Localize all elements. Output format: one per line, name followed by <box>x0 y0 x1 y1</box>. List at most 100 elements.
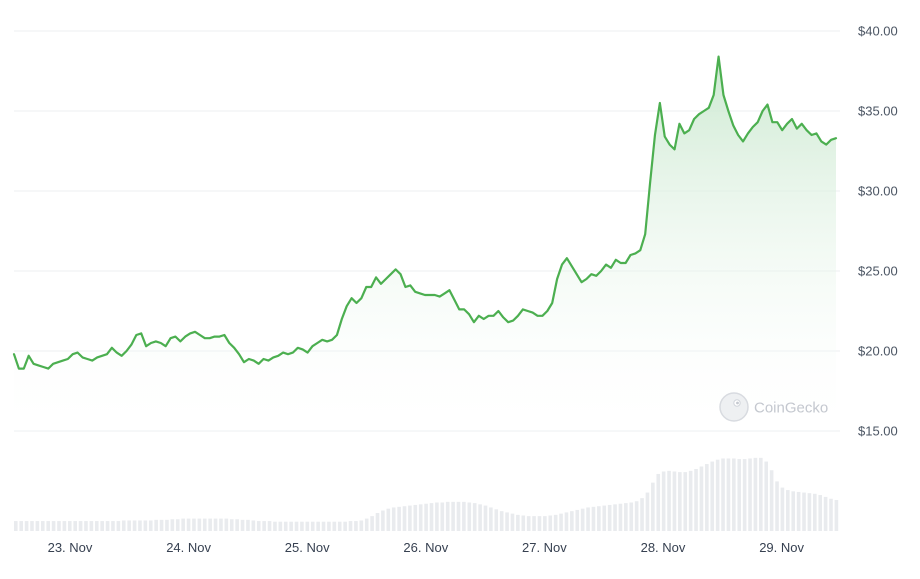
volume-bar <box>283 521 288 531</box>
y-tick-label: $25.00 <box>858 264 898 279</box>
volume-bar <box>597 506 601 531</box>
volume-bar <box>510 513 515 531</box>
volume-bar <box>591 506 596 531</box>
volume-bar <box>337 521 342 531</box>
volume-bar <box>67 521 72 531</box>
y-tick-label: $40.00 <box>858 24 898 39</box>
volume-bar <box>553 514 558 531</box>
volume-bar <box>651 482 655 531</box>
volume-bar <box>494 509 499 531</box>
volume-bar <box>105 521 110 531</box>
price-line-group <box>12 55 838 370</box>
volume-bar <box>364 518 369 531</box>
volume-bar <box>289 521 293 531</box>
volume-bar <box>791 491 796 531</box>
volume-bar <box>397 506 401 531</box>
volume-bar <box>645 492 650 531</box>
volume-bar <box>246 519 250 531</box>
volume-bar <box>543 516 547 531</box>
volume-bar <box>94 521 99 531</box>
volume-bar <box>721 458 725 531</box>
volume-bar <box>710 461 715 531</box>
volume-bar <box>262 521 266 531</box>
volume-bar <box>796 491 801 531</box>
volume-bar <box>273 521 277 531</box>
volume-bar <box>256 521 261 531</box>
x-tick-label: 25. Nov <box>285 540 330 555</box>
volume-bar <box>732 458 736 531</box>
volume-bar <box>499 511 504 531</box>
volume-bar <box>775 481 779 531</box>
volume-bar <box>688 470 693 531</box>
volume-bar <box>148 520 153 531</box>
volume-bar <box>89 521 94 531</box>
volume-bar <box>624 503 628 531</box>
volume-bar <box>786 490 790 531</box>
volume-bar <box>73 521 77 531</box>
volume-bar <box>300 521 304 531</box>
volume-bar <box>35 521 40 531</box>
volume-bar <box>823 496 828 531</box>
volume-bar <box>640 498 644 531</box>
volume-bar <box>672 471 677 531</box>
volume-bar <box>613 504 617 531</box>
volume-bar <box>224 518 229 531</box>
volume-bar <box>559 513 563 531</box>
volume-bar <box>661 471 666 531</box>
volume-bar <box>435 502 439 531</box>
volume-bar <box>834 500 839 531</box>
volume-bar <box>813 493 817 531</box>
volume-bar <box>19 521 23 531</box>
volume-bar <box>391 507 396 531</box>
volume-bar <box>116 521 121 531</box>
volume-bar <box>424 503 428 531</box>
volume-bar <box>386 508 391 531</box>
coingecko-logo-icon <box>719 392 749 422</box>
volume-bar <box>489 507 493 531</box>
volume-bar <box>429 503 434 531</box>
volume-bar <box>305 521 310 531</box>
volume-bar <box>440 502 445 531</box>
volume-bar <box>181 518 185 531</box>
volume-bar <box>715 459 720 531</box>
volume-bar <box>354 521 358 531</box>
volume-bar <box>462 501 466 531</box>
volume-bar <box>451 501 455 531</box>
volume-bar <box>267 521 272 531</box>
x-tick-label: 23. Nov <box>48 540 93 555</box>
volume-bar <box>30 521 34 531</box>
volume-bar <box>505 512 509 531</box>
volume-bar <box>375 513 380 531</box>
volume-bar <box>472 503 477 531</box>
volume-bar <box>418 504 423 531</box>
volume-bar <box>737 459 742 531</box>
volume-bar <box>694 469 698 531</box>
volume-bar <box>548 515 553 531</box>
volume-bar <box>381 510 385 531</box>
volume-bar <box>478 504 482 531</box>
volume-bar <box>121 520 126 531</box>
volume-bar <box>132 520 137 531</box>
x-tick-label: 24. Nov <box>166 540 211 555</box>
volume-bar <box>748 458 752 531</box>
volume-bar <box>343 521 347 531</box>
y-tick-label: $30.00 <box>858 184 898 199</box>
volume-bar <box>678 472 682 531</box>
coingecko-logo-pupil <box>736 401 739 405</box>
price-line <box>12 55 838 370</box>
y-axis-labels: $40.00 $35.00 $30.00 $25.00 $20.00 $15.00 <box>858 24 898 439</box>
volume-bar <box>192 518 196 531</box>
volume-bar <box>570 511 574 531</box>
volume-bar <box>802 492 806 531</box>
volume-bar <box>764 461 769 531</box>
volume-bar <box>186 518 191 531</box>
volume-bar <box>467 502 472 531</box>
volume-bar <box>807 493 812 531</box>
volume-bar <box>413 504 418 531</box>
volume-bar <box>321 521 326 531</box>
volume-bar <box>580 508 585 531</box>
volume-bar <box>202 518 207 531</box>
volume-bar <box>759 457 763 531</box>
